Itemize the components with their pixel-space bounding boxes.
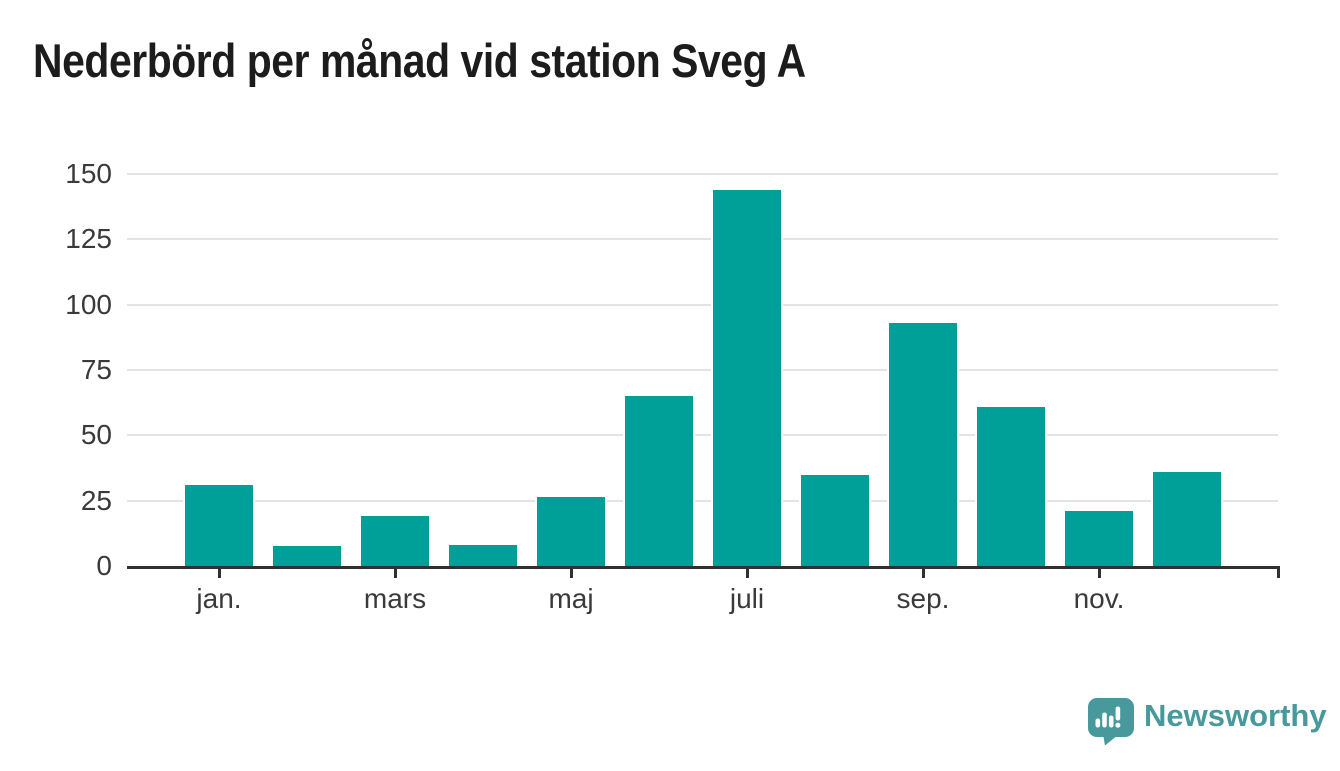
bar-month-3 (359, 516, 431, 566)
x-axis-label: nov. (1073, 583, 1125, 614)
bar-month-6 (623, 396, 695, 566)
bar-month-1 (183, 484, 255, 566)
bar-month-8 (799, 474, 871, 566)
x-axis-tick (1097, 566, 1101, 578)
x-axis-tick (569, 566, 573, 578)
gridline-25 (127, 499, 1278, 502)
gridline-75 (127, 369, 1278, 371)
y-axis-label: 0 (96, 550, 112, 581)
y-axis-label: 150 (65, 158, 112, 189)
chart-title: Nederbörd per månad vid station Sveg A (33, 34, 806, 87)
x-axis-tick (745, 566, 749, 578)
gridline-125 (127, 238, 1278, 241)
bar-month-9 (887, 322, 959, 566)
gridline-50 (127, 434, 1278, 437)
x-axis-label: maj (548, 583, 594, 614)
y-axis-label: 25 (80, 484, 112, 516)
y-axis-label: 125 (65, 223, 112, 255)
axis-end-tick (1277, 566, 1280, 578)
gridline-100 (127, 303, 1278, 306)
bar-month-4 (447, 545, 519, 566)
y-axis-label: 100 (65, 288, 112, 320)
bar-month-11 (1063, 511, 1135, 566)
bar-month-2 (271, 546, 343, 566)
bar-month-5 (535, 496, 607, 566)
newsworthy-logo[interactable]: Newsworthy (1087, 697, 1327, 745)
x-axis-label: mars (363, 583, 427, 614)
precipitation-bar-chart: 0 25 50 75 100 125 150 jan. mars maj juli sep. nov. (65, 158, 1280, 614)
bar-month-12 (1151, 471, 1223, 566)
bar-month-7 (711, 189, 783, 566)
gridline-150 (127, 173, 1278, 175)
y-axis-label: 50 (80, 419, 112, 451)
x-axis-tick (217, 566, 221, 578)
x-axis-line (127, 566, 1280, 569)
x-axis-label: jan. (196, 583, 242, 614)
newsworthy-bubble-barchart-icon (1088, 698, 1134, 745)
x-axis-label: sep. (896, 583, 950, 614)
x-axis-tick (393, 566, 397, 578)
x-axis-label: juli (729, 583, 765, 614)
x-axis-tick (921, 566, 925, 578)
newsworthy-logo-text: Newsworthy (1144, 698, 1327, 733)
bar-month-10 (975, 406, 1047, 566)
y-axis-label: 75 (80, 354, 112, 385)
